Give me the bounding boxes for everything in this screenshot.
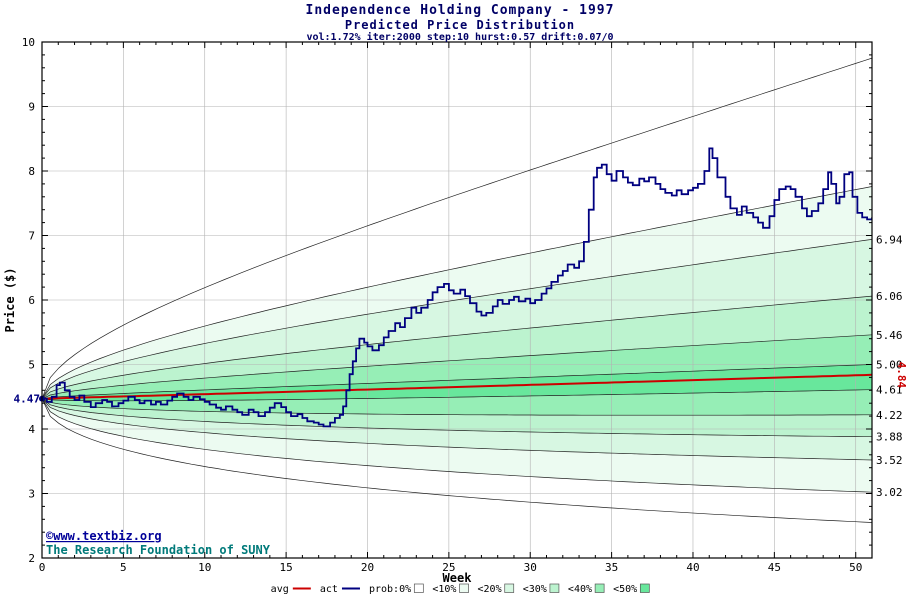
x-tick-label: 50 bbox=[849, 561, 862, 574]
fan-end-value-label: 3.02 bbox=[876, 486, 903, 499]
chart-subtitle: Predicted Price Distribution bbox=[344, 18, 576, 32]
legend-label: <20% bbox=[478, 584, 502, 595]
fan-end-value-label: 6.94 bbox=[876, 233, 903, 246]
fan-end-value-label: 3.52 bbox=[876, 454, 903, 467]
chart-legend: avg act prob:0% <10% <20% <30% <40% <50% bbox=[271, 583, 650, 595]
average-price-line bbox=[42, 373, 872, 400]
fan-end-value-label: 3.88 bbox=[876, 431, 903, 444]
watermark-suny: The Research Foundation of SUNY bbox=[46, 543, 271, 557]
fan-end-value-label: 4.61 bbox=[876, 384, 903, 397]
legend-label: act bbox=[320, 584, 338, 595]
fan-bands bbox=[42, 58, 872, 523]
x-axis-tick-labels: 0 5 10 15 20 25 30 35 40 45 50 bbox=[39, 561, 863, 574]
x-tick-label: 0 bbox=[39, 561, 46, 574]
fan-end-value-label: 6.06 bbox=[876, 290, 903, 303]
x-tick-label: 35 bbox=[605, 561, 618, 574]
x-tick-label: 5 bbox=[120, 561, 127, 574]
actual-price-line bbox=[42, 147, 872, 428]
fan-end-value-label: 4.22 bbox=[876, 409, 903, 422]
probability-band-50 bbox=[42, 364, 872, 401]
legend-color-swatch bbox=[594, 583, 605, 593]
fan-end-value-label: 5.00 bbox=[876, 359, 903, 372]
y-tick-label: 10 bbox=[22, 36, 35, 49]
x-tick-label: 45 bbox=[768, 561, 781, 574]
axis-ticks bbox=[41, 41, 873, 559]
fan-curves bbox=[42, 57, 872, 523]
y-tick-label: 5 bbox=[28, 359, 35, 372]
watermark-textbiz: ©www.textbiz.org bbox=[46, 529, 162, 543]
fan-end-value-label: 5.46 bbox=[876, 329, 903, 342]
legend-color-swatch bbox=[413, 583, 424, 593]
average-end-value-label: 4.84 bbox=[895, 362, 908, 389]
legend-label: <30% bbox=[523, 584, 547, 595]
chart-params: vol:1.72% iter:2000 step:10 hurst:0.57 d… bbox=[306, 32, 614, 43]
y-tick-label: 6 bbox=[28, 294, 35, 307]
x-tick-label: 20 bbox=[361, 561, 374, 574]
y-tick-label: 8 bbox=[28, 165, 35, 178]
chart-title: Independence Holding Company - 1997 bbox=[305, 3, 615, 18]
right-edge-labels: 6.94 6.06 5.46 5.00 4.61 4.22 3.88 3.52 3.02 bbox=[876, 233, 903, 499]
legend-color-swatch bbox=[459, 583, 469, 593]
y-axis-tick-labels: 2 3 4 5 6 7 8 9 10 bbox=[22, 36, 36, 565]
legend-label: avg bbox=[271, 584, 289, 595]
legend-color-swatch bbox=[639, 583, 650, 593]
chart-header: Independence Holding Company - 1997 Pred… bbox=[0, 0, 920, 43]
x-axis-title: Week bbox=[443, 571, 473, 585]
x-tick-label: 10 bbox=[198, 561, 211, 574]
legend-color-swatch bbox=[549, 583, 560, 593]
legend-label: prob:0% bbox=[369, 584, 411, 595]
legend-label: <40% bbox=[568, 584, 592, 595]
start-price-label: 4.47 bbox=[14, 393, 41, 406]
legend-label: <10% bbox=[432, 584, 456, 595]
y-tick-label: 7 bbox=[28, 230, 35, 243]
y-tick-label: 4 bbox=[28, 423, 35, 436]
x-tick-label: 15 bbox=[279, 561, 292, 574]
y-tick-label: 3 bbox=[28, 488, 35, 501]
y-tick-label: 2 bbox=[28, 552, 35, 565]
y-axis-title: Price ($) bbox=[3, 267, 17, 332]
x-tick-label: 25 bbox=[442, 561, 455, 574]
legend-label: <50% bbox=[613, 584, 637, 595]
x-tick-label: 30 bbox=[524, 561, 537, 574]
x-tick-label: 40 bbox=[686, 561, 699, 574]
y-tick-label: 9 bbox=[28, 101, 35, 114]
legend-color-swatch bbox=[504, 583, 515, 593]
